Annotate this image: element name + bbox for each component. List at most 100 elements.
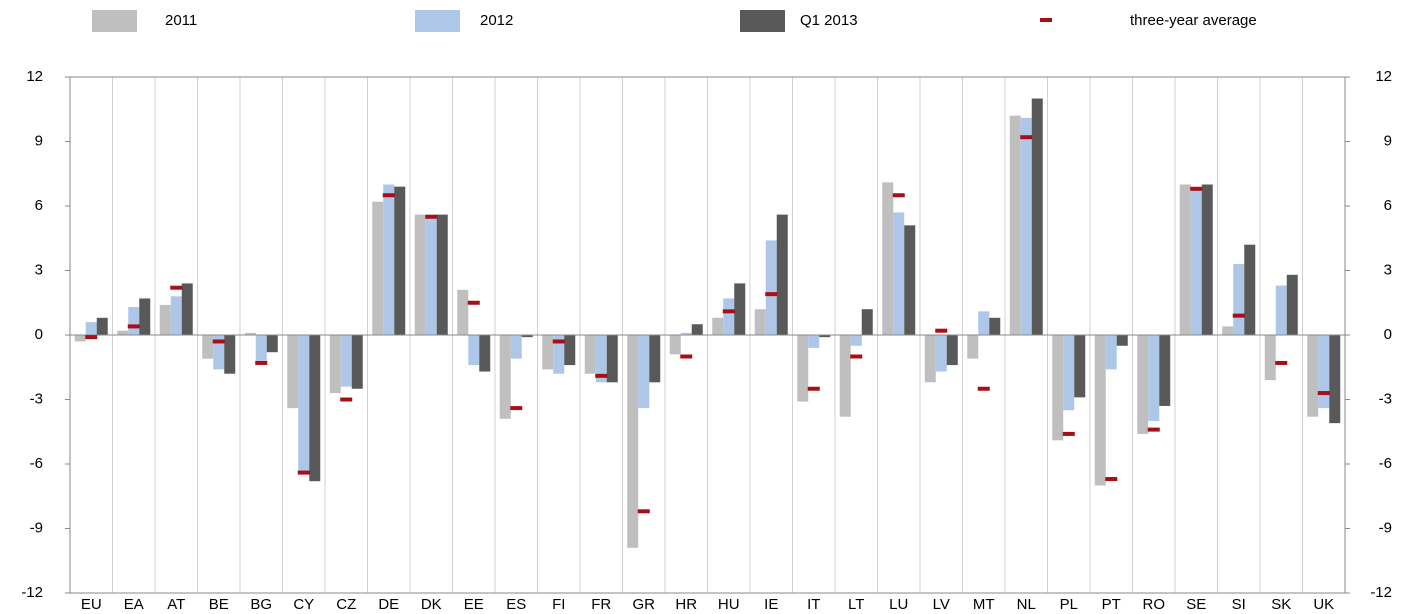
bar: [712, 317, 724, 335]
bar: [935, 335, 947, 372]
bar: [893, 212, 905, 335]
average-marker: [255, 360, 268, 365]
bar: [1105, 335, 1117, 370]
bar: [882, 182, 894, 335]
bar: [924, 335, 936, 383]
bar: [649, 335, 661, 383]
x-tick-label: EU: [81, 596, 102, 613]
y2-tick-label: 6: [1384, 197, 1392, 214]
y2-tick-label: 3: [1384, 261, 1392, 278]
bar: [394, 186, 406, 335]
bar: [564, 335, 576, 366]
bar: [584, 335, 596, 374]
x-tick-label: DK: [421, 596, 442, 613]
average-marker: [1105, 477, 1118, 482]
legend-swatch: [740, 10, 785, 32]
bar: [967, 335, 979, 359]
bar: [266, 335, 278, 353]
bar: [1074, 335, 1086, 398]
bar: [553, 335, 565, 374]
bar: [627, 335, 639, 548]
average-marker: [1275, 360, 1288, 365]
x-tick-label: LV: [933, 596, 950, 613]
bar: [479, 335, 491, 372]
x-tick-label: SK: [1271, 596, 1291, 613]
bar: [436, 214, 448, 335]
x-tick-label: LT: [848, 596, 864, 613]
legend-swatch: [92, 10, 137, 32]
bar: [1286, 274, 1298, 335]
x-tick-label: HR: [675, 596, 697, 613]
y2-tick-label: 12: [1375, 68, 1392, 85]
average-marker: [1190, 186, 1203, 191]
y2-tick-label: -9: [1379, 519, 1392, 536]
bar: [978, 311, 990, 335]
y-tick-label: 6: [35, 197, 43, 214]
bar: [224, 335, 236, 374]
average-marker: [765, 292, 778, 297]
y2-tick-label: 9: [1384, 132, 1392, 149]
bar: [213, 335, 225, 370]
bar: [1222, 326, 1234, 335]
x-tick-label: NL: [1017, 596, 1036, 613]
bar: [1190, 188, 1202, 335]
bar: [1094, 335, 1106, 486]
y-tick-label: 9: [35, 132, 43, 149]
bar: [1116, 335, 1128, 346]
average-marker: [680, 354, 693, 359]
bar: [850, 335, 862, 346]
y2-tick-label: -12: [1370, 584, 1392, 601]
bar: [606, 335, 618, 383]
bar: [372, 201, 384, 335]
x-tick-label: GR: [633, 596, 656, 613]
legend-swatch: [1040, 18, 1052, 22]
legend-label: 2011: [165, 12, 197, 29]
bar: [754, 309, 766, 335]
y-tick-label: -9: [30, 519, 43, 536]
bar: [819, 335, 831, 338]
bar: [329, 335, 341, 394]
bar: [1275, 285, 1287, 335]
bar: [202, 335, 214, 359]
bar: [1264, 335, 1276, 381]
average-marker: [1020, 135, 1033, 140]
y-tick-label: 12: [26, 68, 43, 85]
bar: [457, 289, 469, 335]
average-marker: [1062, 431, 1075, 436]
average-marker: [977, 386, 990, 391]
bar: [298, 335, 310, 473]
bar: [1148, 335, 1160, 421]
bar: [1244, 244, 1256, 335]
y-tick-label: -12: [21, 584, 43, 601]
average-marker: [127, 324, 140, 329]
bar: [808, 335, 820, 348]
x-tick-label: PT: [1102, 596, 1121, 613]
average-marker: [1147, 427, 1160, 432]
x-tick-label: DE: [378, 596, 399, 613]
bar: [170, 296, 182, 335]
average-marker: [425, 214, 438, 219]
bar: [1307, 335, 1319, 417]
legend-label: three-year average: [1130, 12, 1257, 29]
bar: [669, 335, 681, 355]
average-marker: [552, 339, 565, 344]
bar: [691, 324, 703, 335]
bar: [74, 335, 86, 342]
bar: [309, 335, 321, 482]
x-tick-label: CZ: [336, 596, 356, 613]
x-tick-label: CY: [293, 596, 314, 613]
bar: [255, 335, 267, 361]
y-tick-label: 0: [35, 326, 43, 343]
bar: [904, 225, 916, 335]
bar: [340, 335, 352, 387]
average-marker: [467, 300, 480, 305]
bar: [159, 304, 171, 335]
bar: [723, 298, 735, 335]
legend-label: 2012: [480, 12, 513, 29]
bar: [425, 214, 437, 335]
bar: [797, 335, 809, 402]
y-tick-label: 3: [35, 261, 43, 278]
average-marker: [170, 285, 183, 290]
x-tick-label: IE: [764, 596, 778, 613]
